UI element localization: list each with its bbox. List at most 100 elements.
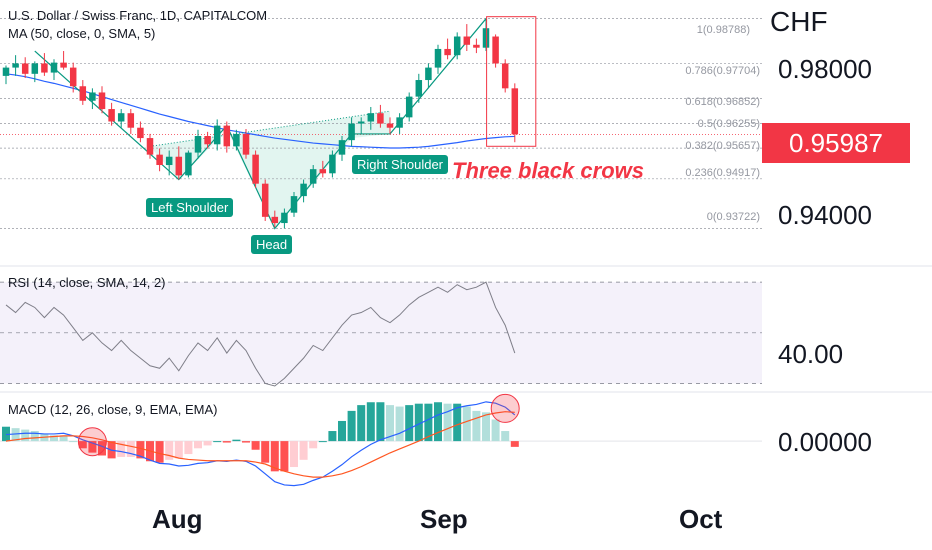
candlesticks xyxy=(2,18,519,229)
panel-separators xyxy=(0,265,932,393)
macd-histogram-bar xyxy=(290,441,298,468)
macd-histogram-bar xyxy=(136,441,145,459)
macd-histogram-bar xyxy=(98,441,106,456)
fib-label: 0.236(0.94917) xyxy=(685,167,760,179)
candle xyxy=(271,216,279,224)
macd-histogram-bar xyxy=(88,441,97,453)
signal-line xyxy=(5,411,515,478)
candle xyxy=(281,212,288,224)
macd-crossover-marker xyxy=(490,393,520,423)
three-black-crows-rect xyxy=(486,16,537,147)
macd-histogram-bar xyxy=(184,441,193,455)
month-label-sep: Sep xyxy=(420,504,468,534)
candle xyxy=(108,109,115,122)
candle xyxy=(146,138,154,155)
candle xyxy=(386,123,394,128)
fib-label: 0.382(0.95657) xyxy=(685,140,760,152)
candle xyxy=(511,88,519,135)
macd-histogram-bar xyxy=(213,441,222,443)
macd-histogram-bar xyxy=(280,441,289,472)
macd-histogram-bar xyxy=(251,441,260,450)
macd-histogram-bar xyxy=(491,419,500,442)
candle xyxy=(117,113,125,122)
candle xyxy=(357,121,365,124)
macd-histogram-bar xyxy=(30,431,39,442)
macd-histogram-bar xyxy=(386,405,394,442)
macd-histogram-bar xyxy=(126,441,135,457)
macd-histogram-bar xyxy=(69,441,78,443)
candle xyxy=(300,183,307,197)
fib-label: 0(0.93722) xyxy=(706,211,760,223)
macd-crossover-marker xyxy=(77,427,107,457)
macd-histogram-bar xyxy=(21,429,30,442)
macd-indicator-label[interactable]: MACD (12, 26, close, 9, EMA, EMA) xyxy=(8,402,218,417)
candle xyxy=(165,156,173,166)
macd-histogram-bar xyxy=(59,435,68,442)
macd-histogram-bar xyxy=(203,441,212,446)
candle xyxy=(137,127,144,139)
candle xyxy=(89,92,96,101)
macd-histogram-bar xyxy=(434,402,442,442)
three-black-crows-box xyxy=(486,16,537,147)
macd-panel xyxy=(0,393,762,487)
candle xyxy=(501,63,509,89)
macd-histogram-bar xyxy=(299,441,308,460)
right-shoulder-label: Right Shoulder xyxy=(352,155,448,174)
candle xyxy=(473,44,480,48)
candle xyxy=(444,48,451,56)
macd-histogram-bar xyxy=(222,441,231,443)
candle xyxy=(69,67,77,87)
macd-histogram-bar xyxy=(117,441,126,457)
ma-indicator-label[interactable]: MA (50, close, 0, SMA, 5) xyxy=(8,26,156,41)
macd-histogram-bar xyxy=(155,441,164,463)
rsi-indicator-label[interactable]: RSI (14, close, SMA, 14, 2) xyxy=(8,275,166,290)
macd-histogram-bar xyxy=(174,441,183,459)
candle xyxy=(482,28,490,48)
candle xyxy=(79,86,87,101)
macd-histogram-bar xyxy=(270,441,279,472)
candle xyxy=(377,113,384,124)
macd-histogram-bar xyxy=(395,406,404,442)
candle xyxy=(223,125,231,147)
month-label-oct: Oct xyxy=(679,504,723,534)
macd-histogram-bar xyxy=(453,403,462,442)
fib-label: 0.786(0.97704) xyxy=(685,65,760,77)
macd-histogram-bar xyxy=(366,402,375,442)
head-label: Head xyxy=(251,235,293,254)
macd-histogram-bar xyxy=(318,441,327,443)
candle xyxy=(21,63,29,74)
three-black-crows-label: Three black crows xyxy=(452,158,644,183)
candle xyxy=(60,62,67,68)
candle xyxy=(252,154,259,184)
macd-histogram-bar xyxy=(242,441,250,443)
candle xyxy=(425,67,432,81)
chart-title: U.S. Dollar / Swiss Franc, 1D, CAPITALCO… xyxy=(8,8,268,23)
macd-histogram-bar xyxy=(472,410,481,442)
rsi-panel xyxy=(0,281,762,387)
candle xyxy=(434,48,442,68)
rsi-tick-label: 40.00 xyxy=(778,339,844,369)
candle xyxy=(348,123,355,141)
macd-histogram-bar xyxy=(347,410,356,442)
candle xyxy=(319,169,327,174)
fib-label: 0.618(0.96852) xyxy=(685,96,760,108)
macd-histogram-bar xyxy=(194,441,202,449)
candle xyxy=(338,140,346,155)
currency-label: CHF xyxy=(770,6,828,37)
macd-histogram-bar xyxy=(462,406,471,442)
macd-histogram-bar xyxy=(78,441,87,449)
rsi-line xyxy=(5,281,516,387)
candle xyxy=(233,133,240,147)
candle xyxy=(415,80,423,97)
macd-histogram-bar xyxy=(424,403,433,442)
candle xyxy=(290,196,298,213)
candle xyxy=(175,156,183,176)
macd-histogram-bar xyxy=(338,420,346,442)
candle xyxy=(31,63,39,74)
macd-histogram-bar xyxy=(510,441,519,447)
macd-histogram-bar xyxy=(376,402,385,442)
candle xyxy=(329,154,336,174)
candle xyxy=(242,133,250,155)
candle xyxy=(309,169,317,184)
